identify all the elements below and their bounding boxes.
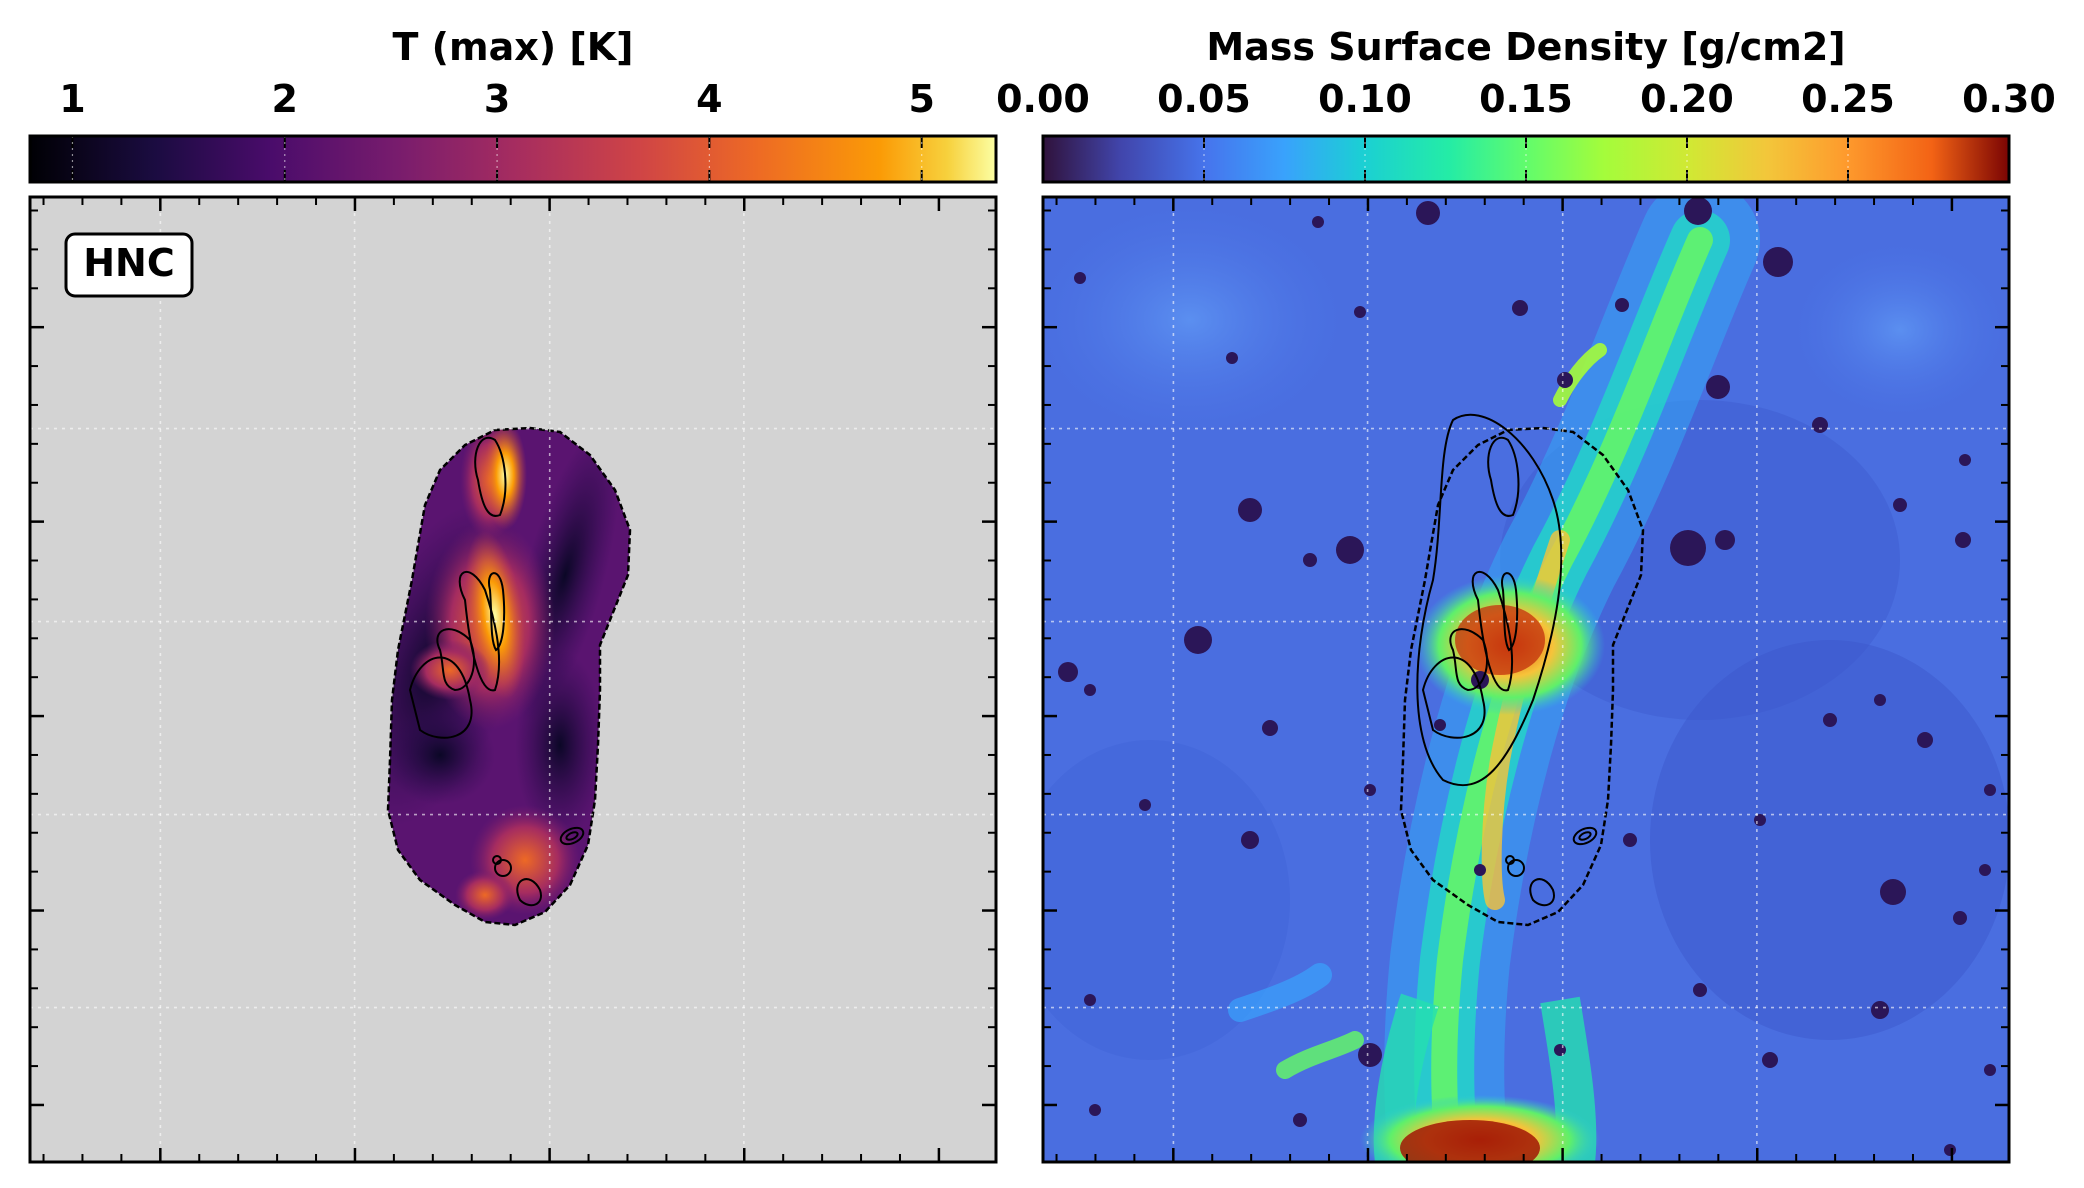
temperature-map [386, 426, 632, 927]
point-source [1312, 216, 1324, 228]
colorbar-tick-label: 0.10 [1318, 77, 1412, 121]
point-source [1979, 864, 1991, 876]
temperature-contours [408, 436, 585, 907]
colorbar-tick-label: 2 [272, 77, 298, 121]
point-source [1955, 532, 1971, 548]
point-source [1554, 1044, 1566, 1056]
grid-left [30, 197, 996, 1162]
point-source [1917, 732, 1933, 748]
colorbar-tick-label: 0.00 [996, 77, 1090, 121]
point-source [1706, 375, 1730, 399]
temperature-blob [386, 426, 632, 927]
point-source [1303, 553, 1317, 567]
point-source [1184, 626, 1212, 654]
point-source [1364, 784, 1376, 796]
right-map-frame [1041, 195, 2011, 1164]
colorbar-frame-right [1041, 134, 2011, 184]
point-source [1615, 298, 1629, 312]
point-source [1670, 530, 1706, 566]
colorbar-ticks-left [71, 136, 923, 182]
point-source [1293, 1113, 1307, 1127]
point-source [1893, 498, 1907, 512]
point-source [1512, 300, 1528, 316]
point-source [1984, 1064, 1996, 1076]
point-source [1084, 684, 1096, 696]
point-source [1336, 536, 1364, 564]
point-source [1944, 1144, 1956, 1156]
point-source [1684, 197, 1712, 225]
colorbar-ticklabels-right: 0.00 0.05 0.10 0.15 0.20 0.25 0.30 [996, 77, 2056, 121]
point-source [1715, 530, 1735, 550]
colorbar-tick-label: 5 [908, 77, 934, 121]
density-contours [1399, 413, 1645, 927]
colorbar-left [30, 136, 996, 182]
colorbar-label-left: T (max) [K] [392, 25, 633, 69]
point-source [1238, 498, 1262, 522]
point-source [1241, 831, 1259, 849]
point-source [1880, 879, 1906, 905]
point-source [1754, 814, 1766, 826]
point-source [1557, 372, 1573, 388]
point-source [1953, 911, 1967, 925]
point-source [1358, 1043, 1382, 1067]
point-source [1693, 983, 1707, 997]
colorbar-tick-label: 0.20 [1640, 77, 1734, 121]
point-source [1262, 720, 1278, 736]
point-source [1416, 201, 1440, 225]
coverage-boundary [386, 426, 632, 927]
colorbar-tick-label: 4 [696, 77, 722, 121]
point-source [1823, 713, 1837, 727]
left-panel: T (max) [K] 1 2 3 4 5 [28, 25, 998, 1164]
point-sources [1058, 197, 1996, 1156]
colorbar-tick-label: 0.30 [1962, 77, 2056, 121]
point-source [1763, 247, 1793, 277]
right-panel: Mass Surface Density [g/cm2] 0.00 0.05 0.1… [996, 25, 2056, 1164]
left-map-frame [28, 195, 998, 1164]
colorbar-tick-label: 1 [59, 77, 85, 121]
point-source [1226, 352, 1238, 364]
colorbar-tick-label: 0.15 [1479, 77, 1573, 121]
point-source [1084, 994, 1096, 1006]
point-source [1058, 662, 1078, 682]
point-source [1434, 719, 1446, 731]
point-source [1959, 454, 1971, 466]
point-source [1984, 784, 1996, 796]
point-source [1089, 1104, 1101, 1116]
point-source [1874, 694, 1886, 706]
colorbar-ticklabels-left: 1 2 3 4 5 [59, 77, 935, 121]
colorbar-frame-left [28, 134, 998, 184]
hnc-badge-label: HNC [83, 241, 175, 285]
point-source [1474, 864, 1486, 876]
point-source [1762, 1052, 1778, 1068]
density-map [1043, 197, 2009, 1162]
grid-right [1043, 197, 2009, 1162]
hnc-badge [64, 232, 194, 298]
point-source [1812, 417, 1828, 433]
colorbar-label-right: Mass Surface Density [g/cm2] [1206, 25, 1845, 69]
coverage-boundary-overlay [1399, 426, 1645, 927]
point-source [1623, 833, 1637, 847]
colorbar-tick-label: 3 [484, 77, 510, 121]
colorbar-tick-label: 0.25 [1801, 77, 1895, 121]
point-source [1871, 1001, 1889, 1019]
point-source [1139, 799, 1151, 811]
colorbar-tick-label: 0.05 [1157, 77, 1251, 121]
point-source [1074, 272, 1086, 284]
point-source [1354, 306, 1366, 318]
